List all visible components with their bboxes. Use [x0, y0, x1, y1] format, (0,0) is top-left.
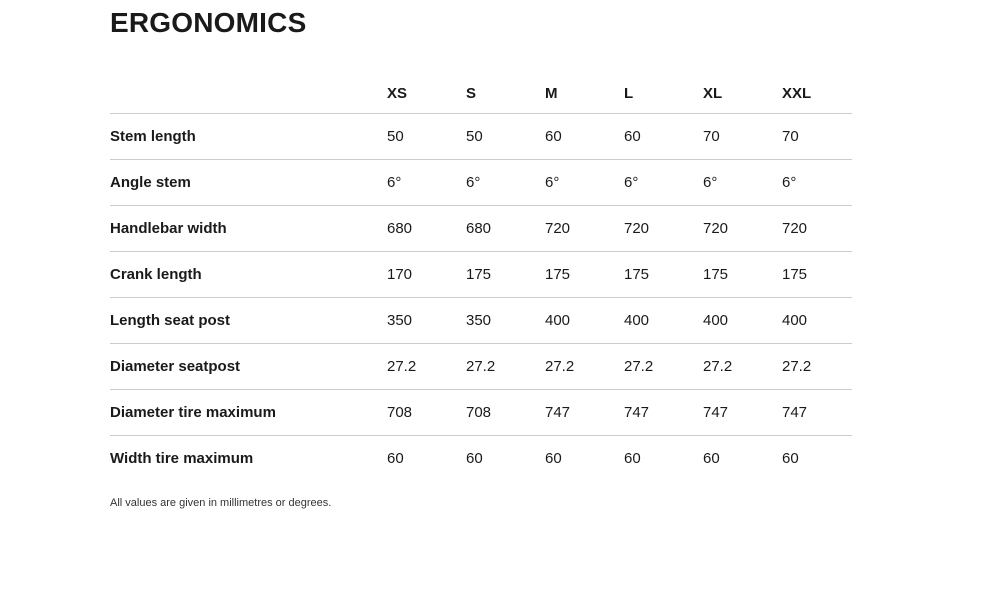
cell-value: 747 [545, 403, 571, 421]
cell-value: 60 [624, 127, 641, 145]
table-row-width-tire-maximum: Width tire maximum 60 60 60 60 60 60 [110, 435, 852, 481]
table-row-crank-length: Crank length 170 175 175 175 175 175 [110, 251, 852, 297]
cell-value: 27.2 [703, 357, 733, 375]
cell-value: 170 [387, 265, 413, 283]
cell-value: 708 [387, 403, 413, 421]
table-row-handlebar-width: Handlebar width 680 680 720 720 720 720 [110, 205, 852, 251]
cell-value: 400 [703, 311, 729, 329]
cell-value: 50 [466, 127, 483, 145]
cell-value: 747 [624, 403, 650, 421]
cell-value: 6° [466, 173, 481, 191]
cell-value: 400 [782, 311, 808, 329]
cell-value: 60 [624, 449, 641, 467]
header-size-xl: XL [703, 85, 723, 103]
cell-value: 350 [466, 311, 492, 329]
cell-value: 50 [387, 127, 404, 145]
cell-value: 400 [545, 311, 571, 329]
cell-value: 747 [703, 403, 729, 421]
cell-value: 60 [782, 449, 799, 467]
cell-value: 27.2 [624, 357, 654, 375]
cell-value: 6° [387, 173, 402, 191]
cell-value: 27.2 [466, 357, 496, 375]
cell-value: 6° [703, 173, 718, 191]
header-size-m: M [545, 85, 558, 103]
cell-value: 60 [545, 449, 562, 467]
cell-value: 720 [545, 219, 571, 237]
cell-value: 720 [782, 219, 808, 237]
ergonomics-table: XS S M L XL XXL Stem length 50 50 60 60 … [110, 75, 852, 481]
cell-value: 175 [782, 265, 808, 283]
cell-value: 6° [782, 173, 797, 191]
table-row-length-seat-post: Length seat post 350 350 400 400 400 400 [110, 297, 852, 343]
table-row-diameter-seatpost: Diameter seatpost 27.2 27.2 27.2 27.2 27… [110, 343, 852, 389]
header-size-s: S [466, 85, 477, 103]
cell-value: 60 [466, 449, 483, 467]
header-size-xs: XS [387, 85, 408, 103]
row-label: Length seat post [110, 311, 231, 329]
cell-value: 708 [466, 403, 492, 421]
row-label: Diameter tire maximum [110, 403, 276, 421]
row-label: Angle stem [110, 173, 191, 191]
cell-value: 27.2 [545, 357, 575, 375]
cell-value: 175 [624, 265, 650, 283]
cell-value: 27.2 [782, 357, 812, 375]
cell-value: 720 [703, 219, 729, 237]
row-label: Crank length [110, 265, 202, 283]
header-size-l: L [624, 85, 634, 103]
header-empty-cell [110, 75, 387, 113]
cell-value: 6° [624, 173, 639, 191]
row-label: Diameter seatpost [110, 357, 241, 375]
table-row-angle-stem: Angle stem 6° 6° 6° 6° 6° 6° [110, 159, 852, 205]
header-size-xxl: XXL [782, 85, 812, 103]
cell-value: 747 [782, 403, 808, 421]
row-label: Stem length [110, 127, 196, 145]
cell-value: 680 [387, 219, 413, 237]
row-label: Width tire maximum [110, 449, 254, 467]
cell-value: 175 [545, 265, 571, 283]
table-row-diameter-tire-maximum: Diameter tire maximum 708 708 747 747 74… [110, 389, 852, 435]
cell-value: 175 [466, 265, 492, 283]
table-row-stem-length: Stem length 50 50 60 60 70 70 [110, 113, 852, 159]
table-header-row: XS S M L XL XXL [110, 75, 852, 113]
page-title: ERGONOMICS [110, 7, 307, 38]
cell-value: 60 [703, 449, 720, 467]
cell-value: 6° [545, 173, 560, 191]
cell-value: 680 [466, 219, 492, 237]
ergonomics-page: ERGONOMICS XS S M L XL XXL Stem leng [110, 7, 852, 509]
row-label: Handlebar width [110, 219, 227, 237]
cell-value: 70 [782, 127, 799, 145]
cell-value: 60 [545, 127, 562, 145]
footnote: All values are given in millimetres or d… [110, 497, 332, 509]
cell-value: 60 [387, 449, 404, 467]
cell-value: 720 [624, 219, 650, 237]
cell-value: 70 [703, 127, 720, 145]
cell-value: 175 [703, 265, 729, 283]
cell-value: 27.2 [387, 357, 417, 375]
cell-value: 350 [387, 311, 413, 329]
cell-value: 400 [624, 311, 650, 329]
